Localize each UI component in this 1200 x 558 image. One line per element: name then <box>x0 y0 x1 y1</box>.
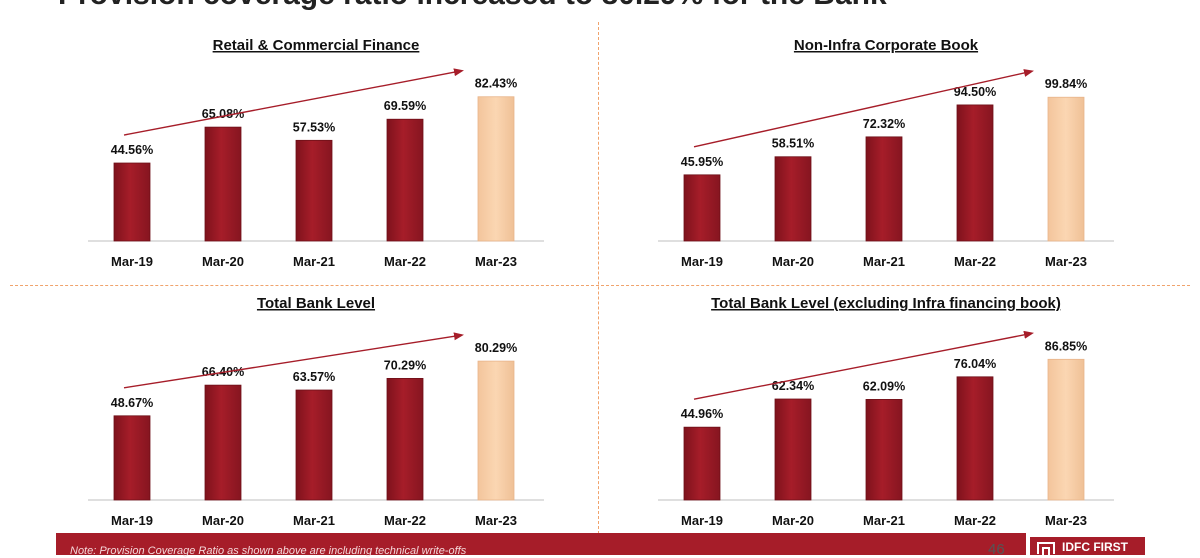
category-label: Mar-23 <box>1045 254 1087 269</box>
category-label: Mar-23 <box>1045 513 1087 528</box>
value-label: 69.59% <box>384 99 426 113</box>
chart-total-bank-level: Total Bank Level48.67%Mar-1966.40%Mar-20… <box>88 295 544 528</box>
trend-arrow <box>693 330 1034 400</box>
category-label: Mar-20 <box>772 513 814 528</box>
bar-mar-20 <box>774 398 812 501</box>
bar-mar-19 <box>113 162 151 242</box>
bar-mar-19 <box>683 426 721 501</box>
bar-mar-22 <box>956 376 994 501</box>
footer-bar: Note: Provision Coverage Ratio as shown … <box>56 533 1026 557</box>
footnote: Note: Provision Coverage Ratio as shown … <box>70 545 467 557</box>
bar-mar-22 <box>386 118 424 242</box>
page-number: 46 <box>988 541 1005 558</box>
value-label: 99.84% <box>1045 77 1087 91</box>
bar-mar-21 <box>865 136 903 242</box>
category-label: Mar-19 <box>111 513 153 528</box>
category-label: Mar-23 <box>475 254 517 269</box>
value-label: 62.34% <box>772 379 814 393</box>
value-label: 86.85% <box>1045 339 1087 353</box>
category-label: Mar-20 <box>202 254 244 269</box>
chart-title: Non-Infra Corporate Book <box>794 37 979 54</box>
category-label: Mar-19 <box>111 254 153 269</box>
value-label: 45.95% <box>681 155 723 169</box>
bar-mar-21 <box>295 139 333 242</box>
value-label: 72.32% <box>863 117 905 131</box>
category-label: Mar-21 <box>293 513 335 528</box>
value-label: 70.29% <box>384 358 426 372</box>
slide-header: Provision coverage ratio increased to 80… <box>0 0 1145 14</box>
bar-mar-19 <box>683 174 721 242</box>
bar-mar-21 <box>865 399 903 501</box>
slide-title: Provision coverage ratio increased to 80… <box>58 0 887 12</box>
category-label: Mar-23 <box>475 513 517 528</box>
value-label: 80.29% <box>475 341 517 355</box>
category-label: Mar-22 <box>954 254 996 269</box>
chart-title: Total Bank Level <box>257 295 375 312</box>
bar-mar-22 <box>386 377 424 501</box>
chart-non-infra-corporate-book: Non-Infra Corporate Book 45.95% Mar-19 58.5… <box>658 37 1114 269</box>
value-label: 58.51% <box>772 137 814 151</box>
value-label: 44.56% <box>111 143 153 157</box>
bar-mar-22 <box>956 104 994 242</box>
value-label: 82.43% <box>475 77 517 91</box>
brand-badge: IDFC FIRST <box>1030 537 1145 556</box>
value-label: 63.57% <box>293 370 335 384</box>
bar-mar-23 <box>477 360 515 501</box>
bar-mar-23 <box>1047 358 1085 501</box>
bar-mar-20 <box>204 384 242 501</box>
bar-mar-23 <box>1047 96 1085 242</box>
chart-title: Total Bank Level (excluding Infra financ… <box>711 295 1061 312</box>
category-label: Mar-21 <box>863 513 905 528</box>
category-label: Mar-21 <box>863 254 905 269</box>
trend-arrow <box>693 69 1034 148</box>
chart-retail-commercial-finance: Retail & Commercial Finance 44.56% Mar-19 6… <box>88 37 544 269</box>
chart-total-bank-level-ex-infra: Total Bank Level (excluding Infra financ… <box>658 295 1114 528</box>
brand-logo-icon <box>1037 542 1055 556</box>
bar-mar-20 <box>774 156 812 242</box>
bar-mar-23 <box>477 96 515 242</box>
value-label: 62.09% <box>863 379 905 393</box>
bar-mar-19 <box>113 415 151 501</box>
bar-mar-21 <box>295 389 333 501</box>
trend-arrow <box>123 68 464 136</box>
vertical-divider <box>598 22 599 534</box>
category-label: Mar-19 <box>681 513 723 528</box>
category-label: Mar-20 <box>772 254 814 269</box>
brand-name: IDFC FIRST <box>1062 540 1128 554</box>
value-label: 48.67% <box>111 396 153 410</box>
chart-title: Retail & Commercial Finance <box>213 37 420 54</box>
value-label: 57.53% <box>293 120 335 134</box>
category-label: Mar-19 <box>681 254 723 269</box>
category-label: Mar-22 <box>954 513 996 528</box>
category-label: Mar-20 <box>202 513 244 528</box>
value-label: 76.04% <box>954 357 996 371</box>
category-label: Mar-22 <box>384 513 426 528</box>
bar-mar-20 <box>204 126 242 242</box>
category-label: Mar-22 <box>384 254 426 269</box>
value-label: 44.96% <box>681 407 723 421</box>
trend-arrow <box>123 332 464 389</box>
category-label: Mar-21 <box>293 254 335 269</box>
horizontal-divider <box>10 285 1190 286</box>
value-label: 94.50% <box>954 85 996 99</box>
